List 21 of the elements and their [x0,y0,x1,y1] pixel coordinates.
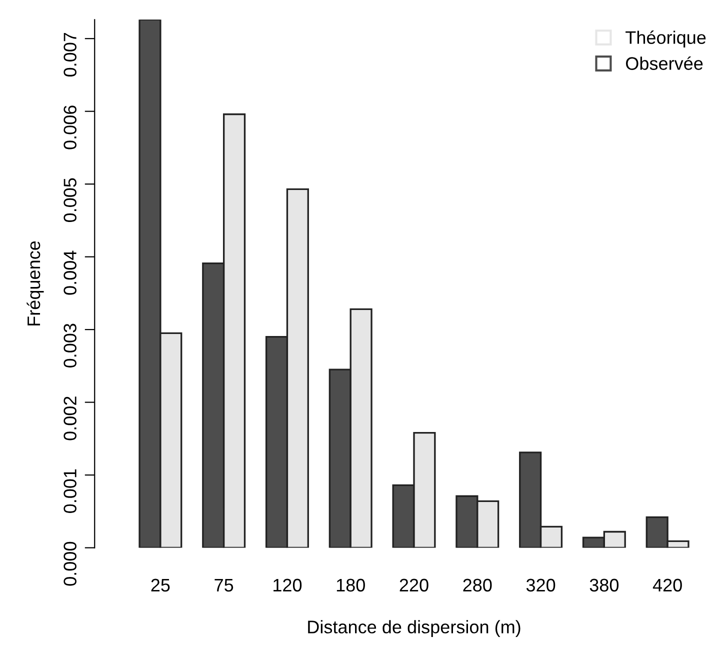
x-tick-label: 75 [214,578,234,592]
y-tick-label: 0.006 [64,106,76,150]
x-tick-label: 25 [151,578,170,592]
x-tick-label: 180 [336,578,365,592]
x-tick-label: 420 [652,578,682,592]
legend-label: Théorique [626,30,706,48]
x-tick-label: 280 [463,578,492,592]
y-tick-label: 0.004 [64,250,76,295]
y-tick-label: 0.005 [64,178,76,222]
y-tick-label: 0.003 [64,324,76,368]
x-tick-label: 380 [590,578,619,592]
x-tick-label: 220 [400,578,428,592]
y-tick-label: 0.002 [64,396,76,440]
x-tick-label: 120 [274,578,302,592]
y-tick-label: 0.000 [64,542,76,586]
y-tick-label: 0.007 [64,32,76,77]
x-tick-label: 320 [526,578,556,592]
y-axis-title: Fréquence [26,241,44,326]
y-tick-label: 0.001 [64,469,76,513]
legend-label: Observée [626,56,703,70]
x-axis-title: Distance de dispersion (m) [308,620,520,637]
